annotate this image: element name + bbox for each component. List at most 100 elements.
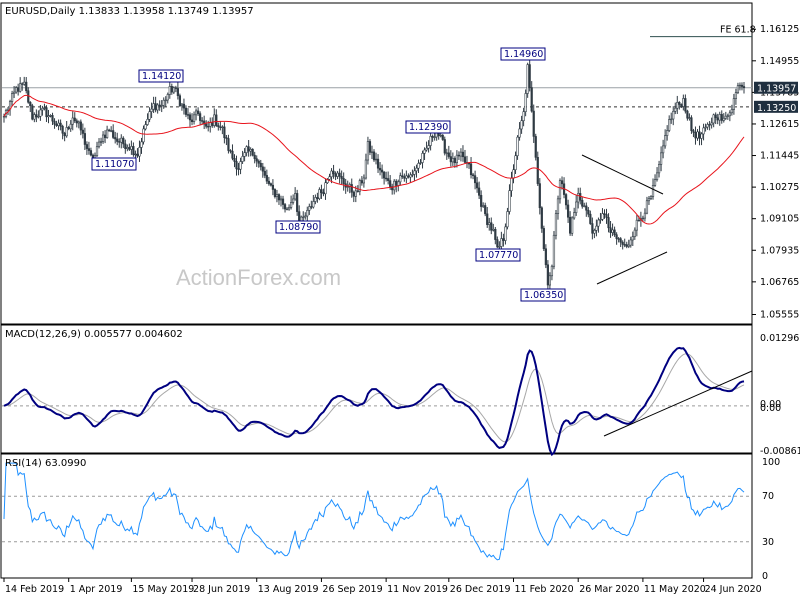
candle-body (61, 125, 64, 134)
candle-body (696, 131, 699, 139)
candle-body (188, 114, 192, 121)
candle-body (47, 115, 50, 118)
candle-body (209, 122, 212, 127)
candle-body (712, 114, 715, 124)
candle-body (6, 108, 10, 111)
candle-body (706, 124, 709, 128)
candle-body (320, 189, 323, 193)
candle-body (710, 122, 713, 126)
candle-body (657, 164, 661, 174)
x-tick-label: 1 Apr 2019 (70, 584, 123, 595)
candle-body (287, 207, 291, 210)
candle-body (526, 64, 529, 94)
price-layer: FE 61.8 1.14120 1.11070 1.08790 1.12390 1.077… (2, 25, 756, 302)
candle-body (694, 132, 697, 139)
candle-body (629, 239, 632, 246)
candle-body (235, 161, 238, 170)
candle-body (595, 225, 598, 231)
candle-body (152, 103, 155, 110)
candle-body (684, 98, 687, 112)
candle-body (101, 134, 105, 142)
candle-body (142, 128, 145, 143)
candle-body (720, 114, 723, 121)
candle-body (476, 182, 479, 189)
candle-body (190, 119, 194, 122)
candle-body (362, 177, 365, 184)
x-tick-label: 28 Jun 2019 (193, 584, 250, 595)
candle-body (544, 248, 547, 266)
candle-body (25, 81, 28, 92)
candle-body (324, 182, 327, 195)
candle-body (118, 141, 121, 143)
candle-body (714, 114, 717, 119)
candle-body (560, 180, 564, 185)
candle-body (215, 114, 218, 126)
candle-body (249, 149, 252, 152)
candle-body (15, 87, 18, 93)
candle-body (686, 110, 689, 119)
candle-body (623, 244, 626, 246)
candle-body (336, 172, 339, 177)
candle-body (441, 134, 444, 140)
candle-body (180, 103, 184, 106)
candle-body (407, 175, 410, 178)
candle-body (59, 122, 62, 127)
candle-body (615, 234, 618, 239)
candle-body (736, 85, 740, 93)
candle-body (370, 151, 374, 153)
candle-body (704, 126, 707, 129)
candle-body (269, 183, 272, 186)
candle-body (660, 152, 663, 165)
candle-body (698, 131, 701, 139)
candle-body (471, 174, 475, 176)
candle-body (112, 130, 115, 138)
candle-body (285, 208, 289, 211)
candle-body (194, 110, 198, 116)
candle-body (10, 93, 14, 102)
candle-body (154, 103, 157, 111)
candle-body (35, 114, 38, 118)
candle-body (498, 246, 501, 248)
candle-body (65, 127, 68, 137)
candle-body (77, 121, 80, 124)
candle-body (374, 158, 378, 161)
candle-body (609, 227, 612, 233)
x-tick-label: 26 Sep 2019 (322, 584, 382, 595)
candle-body (655, 172, 659, 180)
candle-body (518, 128, 521, 138)
pivot-label: 1.08790 (279, 222, 318, 233)
rsi-tick-label: 0 (762, 571, 768, 582)
candle-body (393, 180, 396, 191)
candle-body (506, 211, 509, 228)
candle-body (522, 111, 525, 122)
candle-body (308, 206, 311, 211)
candle-body (564, 194, 568, 206)
price-title: EURUSD,Daily 1.13833 1.13958 1.13749 1.1… (5, 6, 254, 17)
candle-body (599, 219, 602, 221)
candle-body (480, 195, 483, 207)
candle-body (532, 110, 535, 137)
candle-body (310, 206, 313, 208)
candle-body (184, 107, 188, 115)
rsi-panel-frame (0, 453, 753, 579)
macd-title: MACD(12,26,9) 0.005577 0.004602 (5, 329, 183, 340)
candle-body (296, 193, 299, 212)
candle-body (611, 229, 614, 233)
candle-body (718, 114, 721, 121)
candle-body (2, 115, 6, 118)
candle-body (17, 87, 20, 92)
candle-body (716, 117, 719, 121)
candle-body (322, 192, 325, 195)
candle-body (150, 108, 153, 112)
rsi-tick-label: 30 (762, 537, 774, 548)
rsi-title: RSI(14) 63.0990 (5, 458, 86, 469)
candle-body (13, 91, 16, 94)
candle-body (439, 134, 442, 137)
pivot-label: 1.12390 (409, 122, 448, 133)
candle-body (421, 153, 424, 163)
candle-body (453, 158, 456, 164)
candle-body (728, 112, 731, 117)
candle-body (196, 110, 200, 114)
candle-body (605, 214, 608, 218)
candle-body (690, 117, 693, 131)
